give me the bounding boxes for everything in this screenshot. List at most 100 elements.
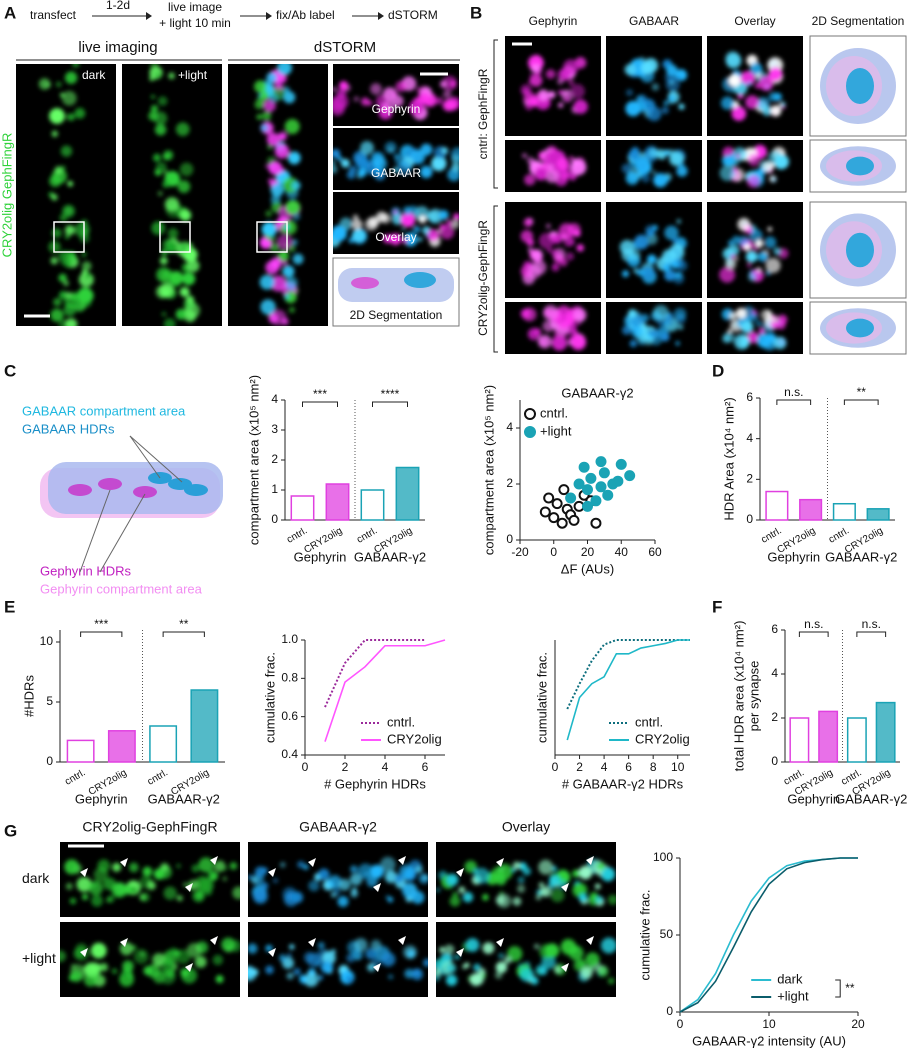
blob xyxy=(370,151,385,166)
inset-label: 2D Segmentation xyxy=(350,308,443,322)
y-tick-label: 3 xyxy=(271,422,278,436)
blob xyxy=(662,263,671,272)
blob xyxy=(51,194,58,201)
image xyxy=(707,302,803,354)
blob xyxy=(160,969,176,985)
blob xyxy=(464,962,470,968)
x-tick-label: 4 xyxy=(601,760,608,774)
image-content xyxy=(64,857,240,907)
group-label: Gephyrin xyxy=(75,791,128,806)
blob xyxy=(746,228,753,235)
y-tick-label: 1.0 xyxy=(281,632,298,646)
blob xyxy=(76,876,92,893)
blob xyxy=(160,959,175,974)
blob xyxy=(162,180,170,188)
blob xyxy=(207,869,215,877)
schematic-label: Gephyrin HDRs xyxy=(40,563,132,578)
blob xyxy=(549,874,561,887)
header: live imaging xyxy=(78,39,157,56)
arrowhead xyxy=(308,938,316,947)
blob xyxy=(264,234,271,241)
legend-label: cntrl. xyxy=(387,714,415,729)
blob xyxy=(410,149,426,165)
blob xyxy=(427,228,440,242)
blob xyxy=(177,180,191,193)
legend-label: CRY2olig xyxy=(635,731,690,746)
blob xyxy=(663,321,668,326)
blob xyxy=(755,239,764,248)
blob xyxy=(370,864,384,879)
blob xyxy=(452,891,459,898)
blob xyxy=(511,867,517,872)
blob xyxy=(270,183,284,197)
blob xyxy=(640,61,654,75)
blob xyxy=(538,859,554,875)
blob xyxy=(634,157,650,173)
blob xyxy=(266,132,281,146)
arrowhead xyxy=(496,938,504,947)
blob xyxy=(678,103,685,110)
x-axis-label: ΔF (AUs) xyxy=(561,561,614,576)
blob xyxy=(773,92,783,102)
blob xyxy=(673,307,687,321)
arrowhead xyxy=(120,938,128,947)
row-label: +light xyxy=(22,950,56,966)
line xyxy=(566,639,690,741)
point xyxy=(582,500,593,512)
group-label: GABAAR-γ2 xyxy=(148,791,220,806)
point xyxy=(539,506,551,518)
blob xyxy=(779,151,785,156)
blob xyxy=(191,864,200,873)
row-label: cntrl: GephFingR xyxy=(476,68,490,159)
blob xyxy=(428,208,443,224)
blob xyxy=(393,167,399,173)
blob xyxy=(675,341,680,346)
blob xyxy=(289,944,295,950)
significance-bracket xyxy=(776,399,812,405)
blob xyxy=(63,303,76,317)
image-content xyxy=(248,938,428,987)
blob xyxy=(58,273,67,283)
blob xyxy=(538,882,545,888)
point xyxy=(556,517,568,529)
bar xyxy=(866,508,890,521)
blob xyxy=(517,876,525,884)
blob xyxy=(157,96,168,106)
image-content xyxy=(719,144,790,188)
column-header: Gephyrin xyxy=(529,14,578,28)
blob xyxy=(439,80,448,88)
blob xyxy=(51,228,62,239)
blob xyxy=(635,95,644,103)
blob xyxy=(651,83,660,91)
blob xyxy=(198,857,214,873)
header: dSTORM xyxy=(314,39,376,56)
blob xyxy=(248,969,251,974)
blob xyxy=(415,865,423,874)
blob xyxy=(376,211,387,223)
blob xyxy=(176,863,181,869)
blob xyxy=(436,887,441,893)
y-tick-label: 4 xyxy=(746,431,753,445)
blob xyxy=(278,954,287,962)
blob xyxy=(595,895,604,904)
x-tick-label: 6 xyxy=(422,760,429,774)
blob xyxy=(498,952,505,959)
blob xyxy=(263,99,276,112)
blob xyxy=(184,302,201,319)
arrowhead xyxy=(398,936,406,945)
blob xyxy=(383,87,397,101)
blob xyxy=(352,228,366,242)
blob xyxy=(473,868,479,874)
blob xyxy=(770,105,782,117)
blob xyxy=(597,862,605,871)
y-tick-label: 4 xyxy=(271,392,278,406)
blob xyxy=(58,250,72,263)
blob xyxy=(594,883,601,890)
workflow-step: + light 10 min xyxy=(159,16,231,30)
blob xyxy=(291,180,301,191)
blob xyxy=(758,328,765,335)
blob xyxy=(380,856,396,873)
blob xyxy=(531,249,543,262)
blob xyxy=(401,226,406,232)
schematic-label: Gephyrin compartment area xyxy=(40,581,203,596)
